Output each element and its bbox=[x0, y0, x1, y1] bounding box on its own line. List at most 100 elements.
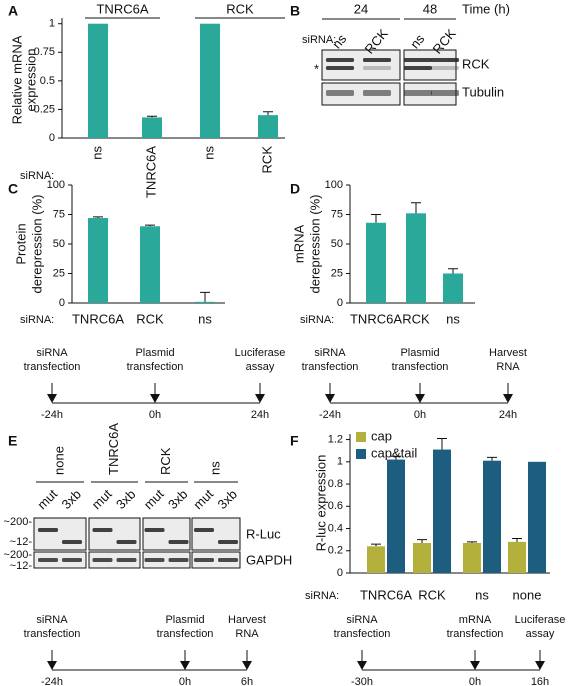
lane-label: mut bbox=[89, 486, 115, 512]
arrow-head bbox=[415, 394, 425, 403]
group-label: TNRC6A bbox=[96, 1, 148, 16]
lane-label: mut bbox=[141, 486, 167, 512]
x-tick-label: TNRC6A bbox=[350, 311, 402, 326]
y-tick-label: 0.8 bbox=[328, 478, 343, 490]
y-axis-label: derepression (%) bbox=[307, 195, 322, 294]
error-bar bbox=[371, 543, 381, 547]
error-bar bbox=[145, 224, 155, 227]
error-bar bbox=[391, 455, 401, 460]
blot-band bbox=[194, 558, 214, 562]
bar bbox=[200, 23, 220, 138]
panel-letter: C bbox=[8, 181, 18, 197]
size-marker: ~12- bbox=[10, 536, 33, 548]
y-tick-label: 0.75 bbox=[34, 46, 55, 58]
panel-letter: D bbox=[290, 181, 300, 197]
blot-band bbox=[62, 558, 82, 562]
legend-label: cap&tail bbox=[371, 445, 417, 460]
error-bar bbox=[147, 115, 157, 118]
y-tick-label: 100 bbox=[325, 179, 343, 191]
blot-band bbox=[144, 558, 165, 562]
blot-band bbox=[326, 58, 354, 62]
legend-swatch bbox=[356, 432, 366, 442]
y-tick-label: 0.4 bbox=[328, 522, 343, 534]
bar bbox=[413, 542, 431, 573]
step-time: 24h bbox=[499, 409, 517, 421]
step-label: assay bbox=[526, 628, 555, 640]
bar bbox=[463, 542, 481, 573]
row-label: R-Luc bbox=[246, 526, 281, 541]
step-time: 0h bbox=[149, 409, 161, 421]
blot-band bbox=[218, 558, 238, 562]
bar bbox=[88, 23, 108, 138]
y-tick-label: 0 bbox=[337, 297, 343, 309]
bar bbox=[140, 226, 160, 303]
y-tick-label: 0.6 bbox=[328, 500, 343, 512]
blot-band bbox=[218, 540, 238, 544]
blot-frame bbox=[33, 517, 87, 551]
x-tick-label: RCK bbox=[259, 146, 274, 174]
arrow-head bbox=[242, 661, 252, 670]
bar bbox=[508, 541, 526, 573]
blot-band bbox=[116, 558, 137, 562]
legend-label: cap bbox=[371, 428, 392, 443]
time-label: Time (h) bbox=[462, 1, 510, 16]
step-label: Luciferase bbox=[235, 347, 286, 359]
error-bar bbox=[263, 111, 273, 116]
blot-band bbox=[92, 528, 113, 532]
step-time: 0h bbox=[179, 676, 191, 686]
bar bbox=[366, 222, 386, 303]
y-tick-label: 0 bbox=[59, 297, 65, 309]
blot-frame bbox=[142, 517, 191, 551]
panel-letter: B bbox=[290, 3, 300, 19]
panel-letter: E bbox=[8, 433, 17, 449]
y-tick-label: 1.2 bbox=[328, 433, 343, 445]
step-label: transfection bbox=[392, 361, 449, 373]
star: * bbox=[314, 61, 319, 76]
step-label: RNA bbox=[496, 361, 520, 373]
step-label: Plasmid bbox=[135, 347, 174, 359]
y-tick-label: 0.25 bbox=[34, 103, 55, 115]
row-label: RCK bbox=[462, 56, 490, 71]
time-value: 24 bbox=[354, 1, 368, 16]
x-tick-label: ns bbox=[475, 587, 489, 602]
arrow-head bbox=[47, 394, 57, 403]
x-tick-label: RCK bbox=[136, 311, 164, 326]
blot-frame bbox=[142, 551, 191, 569]
blot-frame bbox=[403, 49, 457, 81]
y-tick-label: 0 bbox=[49, 132, 55, 144]
x-tick-label: TNRC6A bbox=[143, 146, 158, 198]
x-prefix: siRNA: bbox=[20, 314, 54, 326]
blot-band bbox=[431, 58, 459, 62]
blot-band bbox=[144, 528, 165, 532]
step-label: Plasmid bbox=[165, 614, 204, 626]
y-axis-label: mRNA bbox=[291, 225, 306, 264]
y-tick-label: 25 bbox=[53, 267, 65, 279]
blot-band bbox=[326, 90, 354, 96]
x-tick-label: TNRC6A bbox=[360, 587, 412, 602]
y-tick-label: 50 bbox=[331, 238, 343, 250]
blot-frame bbox=[191, 551, 241, 569]
x-tick-label: RCK bbox=[402, 311, 430, 326]
error-bar bbox=[200, 291, 210, 302]
bar bbox=[142, 117, 162, 138]
step-label: Luciferase bbox=[515, 614, 566, 626]
bar bbox=[387, 459, 405, 573]
step-time: -24h bbox=[41, 409, 63, 421]
step-time: 16h bbox=[531, 676, 549, 686]
row-label: GAPDH bbox=[246, 552, 292, 567]
blot-frame bbox=[321, 82, 401, 106]
blot-band bbox=[38, 528, 58, 532]
step-time: -30h bbox=[351, 676, 373, 686]
step-time: -24h bbox=[319, 409, 341, 421]
x-prefix: siRNA: bbox=[300, 314, 334, 326]
step-label: Harvest bbox=[489, 347, 527, 359]
step-label: transfection bbox=[302, 361, 359, 373]
time-value: 48 bbox=[423, 1, 437, 16]
blot-band bbox=[38, 558, 58, 562]
blot-band bbox=[431, 90, 459, 96]
blot-frame bbox=[33, 551, 87, 569]
blot-band bbox=[363, 66, 391, 70]
group-label: RCK bbox=[158, 447, 173, 475]
blot-frame bbox=[321, 49, 401, 81]
